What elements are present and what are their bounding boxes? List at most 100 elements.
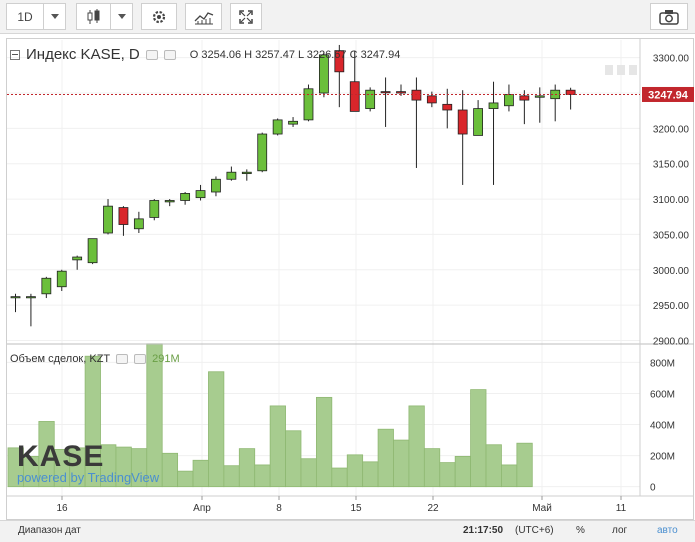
volume-bar [300,458,317,488]
candle[interactable] [133,211,144,234]
fullscreen-button[interactable] [230,3,262,30]
candle[interactable] [504,84,514,112]
candle-body [504,94,514,107]
candle-body [272,119,283,135]
candle[interactable] [550,84,561,122]
candle[interactable] [303,84,314,122]
candle-body [411,89,422,101]
chart-area[interactable] [6,38,694,520]
timezone-button[interactable]: (UTC+6) [515,525,554,536]
volume-bar [377,428,394,488]
volume-tick-label: 0 [650,483,656,494]
candle[interactable] [380,77,391,127]
candle[interactable] [118,206,129,236]
volume-bar [161,452,179,488]
collapse-legend-icon[interactable] [10,49,20,60]
candle[interactable] [257,132,268,173]
chart-type-dropdown[interactable] [111,3,133,30]
volume-bar [485,444,502,488]
volume-tick-label: 600M [650,389,675,400]
settings-gear-icon [152,10,166,23]
volume-bar [439,462,456,488]
candle[interactable] [87,238,98,265]
percent-toggle[interactable]: % [576,525,585,536]
scale-lock-icons[interactable] [605,65,637,75]
candle[interactable] [318,52,329,98]
volume-bar [192,459,209,488]
snapshot-button[interactable] [650,3,688,30]
candle[interactable] [288,117,298,127]
interval-button[interactable]: 1D [6,3,44,30]
time-tick-label: 16 [56,503,68,514]
series-settings-icon[interactable] [163,49,176,60]
candle-body [565,89,576,95]
candle[interactable] [411,77,422,168]
candle[interactable] [534,87,545,123]
time-tick-label: 11 [616,503,627,514]
candle[interactable] [473,100,484,136]
candle[interactable] [365,87,376,112]
candle[interactable] [457,90,468,185]
chart-type-button[interactable] [76,3,111,30]
price-tick-label: 2900.00 [653,336,690,347]
candle[interactable] [272,118,283,136]
volume-bar [269,405,286,488]
candle[interactable] [180,192,191,205]
auto-toggle[interactable]: авто [657,525,678,536]
candle[interactable] [442,88,453,129]
log-toggle[interactable]: лог [612,525,628,536]
time-tick-label: 15 [350,503,362,514]
volume-bar [84,355,101,488]
candle[interactable] [211,176,221,197]
volume-title[interactable]: Объем сделок, KZT [10,353,111,365]
powered-by-tradingview[interactable]: powered by TradingView [17,470,160,485]
candle[interactable] [349,50,360,112]
candle-body [349,81,360,112]
candle-body [10,296,21,299]
candle[interactable] [195,184,206,201]
candle[interactable] [103,199,113,235]
candles-icon [87,8,99,24]
symbol-title[interactable]: Индекс KASE, D [26,46,140,63]
candle[interactable] [10,293,21,313]
candle-body [457,109,468,135]
top-toolbar: 1D [0,0,695,34]
candle-body [41,277,52,295]
time-tick-label: Май [532,503,552,514]
kase-logo[interactable]: KASE powered by TradingView [17,440,159,485]
volume-visibility-icon[interactable] [116,354,129,364]
candle-body [488,102,499,109]
candle[interactable] [164,199,175,207]
volume-bar [177,470,194,488]
current-price-label: 3247.94 [648,89,689,101]
volume-legend: Объем сделок, KZT 291M [10,353,180,365]
candle[interactable] [426,91,437,108]
volume-settings-icon[interactable] [134,354,147,364]
candle[interactable] [56,269,67,291]
candle[interactable] [519,90,530,125]
candle[interactable] [565,87,576,110]
candle[interactable] [334,44,345,108]
candle-body [211,178,221,193]
date-range-button[interactable]: Диапазон дат [18,525,81,536]
volume-bar [346,454,364,488]
interval-dropdown[interactable] [44,3,66,30]
settings-button[interactable] [141,3,177,30]
visibility-eye-icon[interactable] [145,49,158,60]
candle[interactable] [396,84,406,96]
candle-body [26,296,36,299]
candle[interactable] [241,169,252,181]
candle-body [133,218,144,230]
time-tick-label: Апр [193,503,211,514]
indicators-button[interactable] [185,3,222,30]
volume-tick-label: 200M [650,452,675,463]
candle[interactable] [226,166,237,181]
candle[interactable] [72,255,83,270]
candle[interactable] [41,276,52,299]
candle[interactable] [26,293,36,327]
candle[interactable] [488,81,499,185]
candle-body [380,91,391,94]
candle-body [473,108,484,136]
candle[interactable] [149,199,160,221]
